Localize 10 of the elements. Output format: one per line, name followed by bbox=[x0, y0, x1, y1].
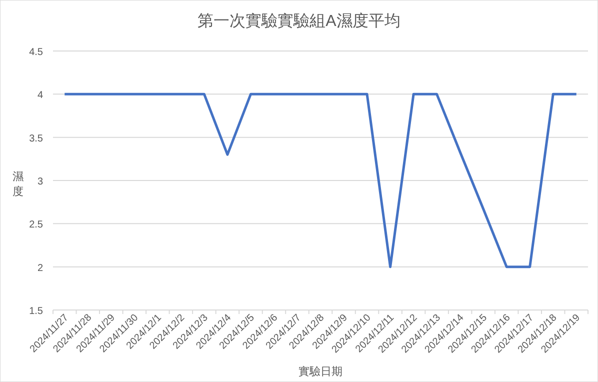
y-tick-label: 3.5 bbox=[29, 133, 44, 144]
y-tick-label: 2 bbox=[37, 262, 44, 274]
y-tick-label: 2.5 bbox=[29, 220, 44, 231]
x-axis-title: 實驗日期 bbox=[298, 365, 342, 378]
title: 第一次實驗實驗組A濕度平均 bbox=[198, 13, 400, 30]
y-tick-label: 1.5 bbox=[29, 306, 44, 317]
y-tick-label: 4.5 bbox=[29, 47, 44, 58]
y-tick-label: 3 bbox=[37, 176, 44, 188]
y-axis-title: 濕度 bbox=[12, 171, 24, 198]
y-tick-label: 4 bbox=[37, 90, 44, 102]
